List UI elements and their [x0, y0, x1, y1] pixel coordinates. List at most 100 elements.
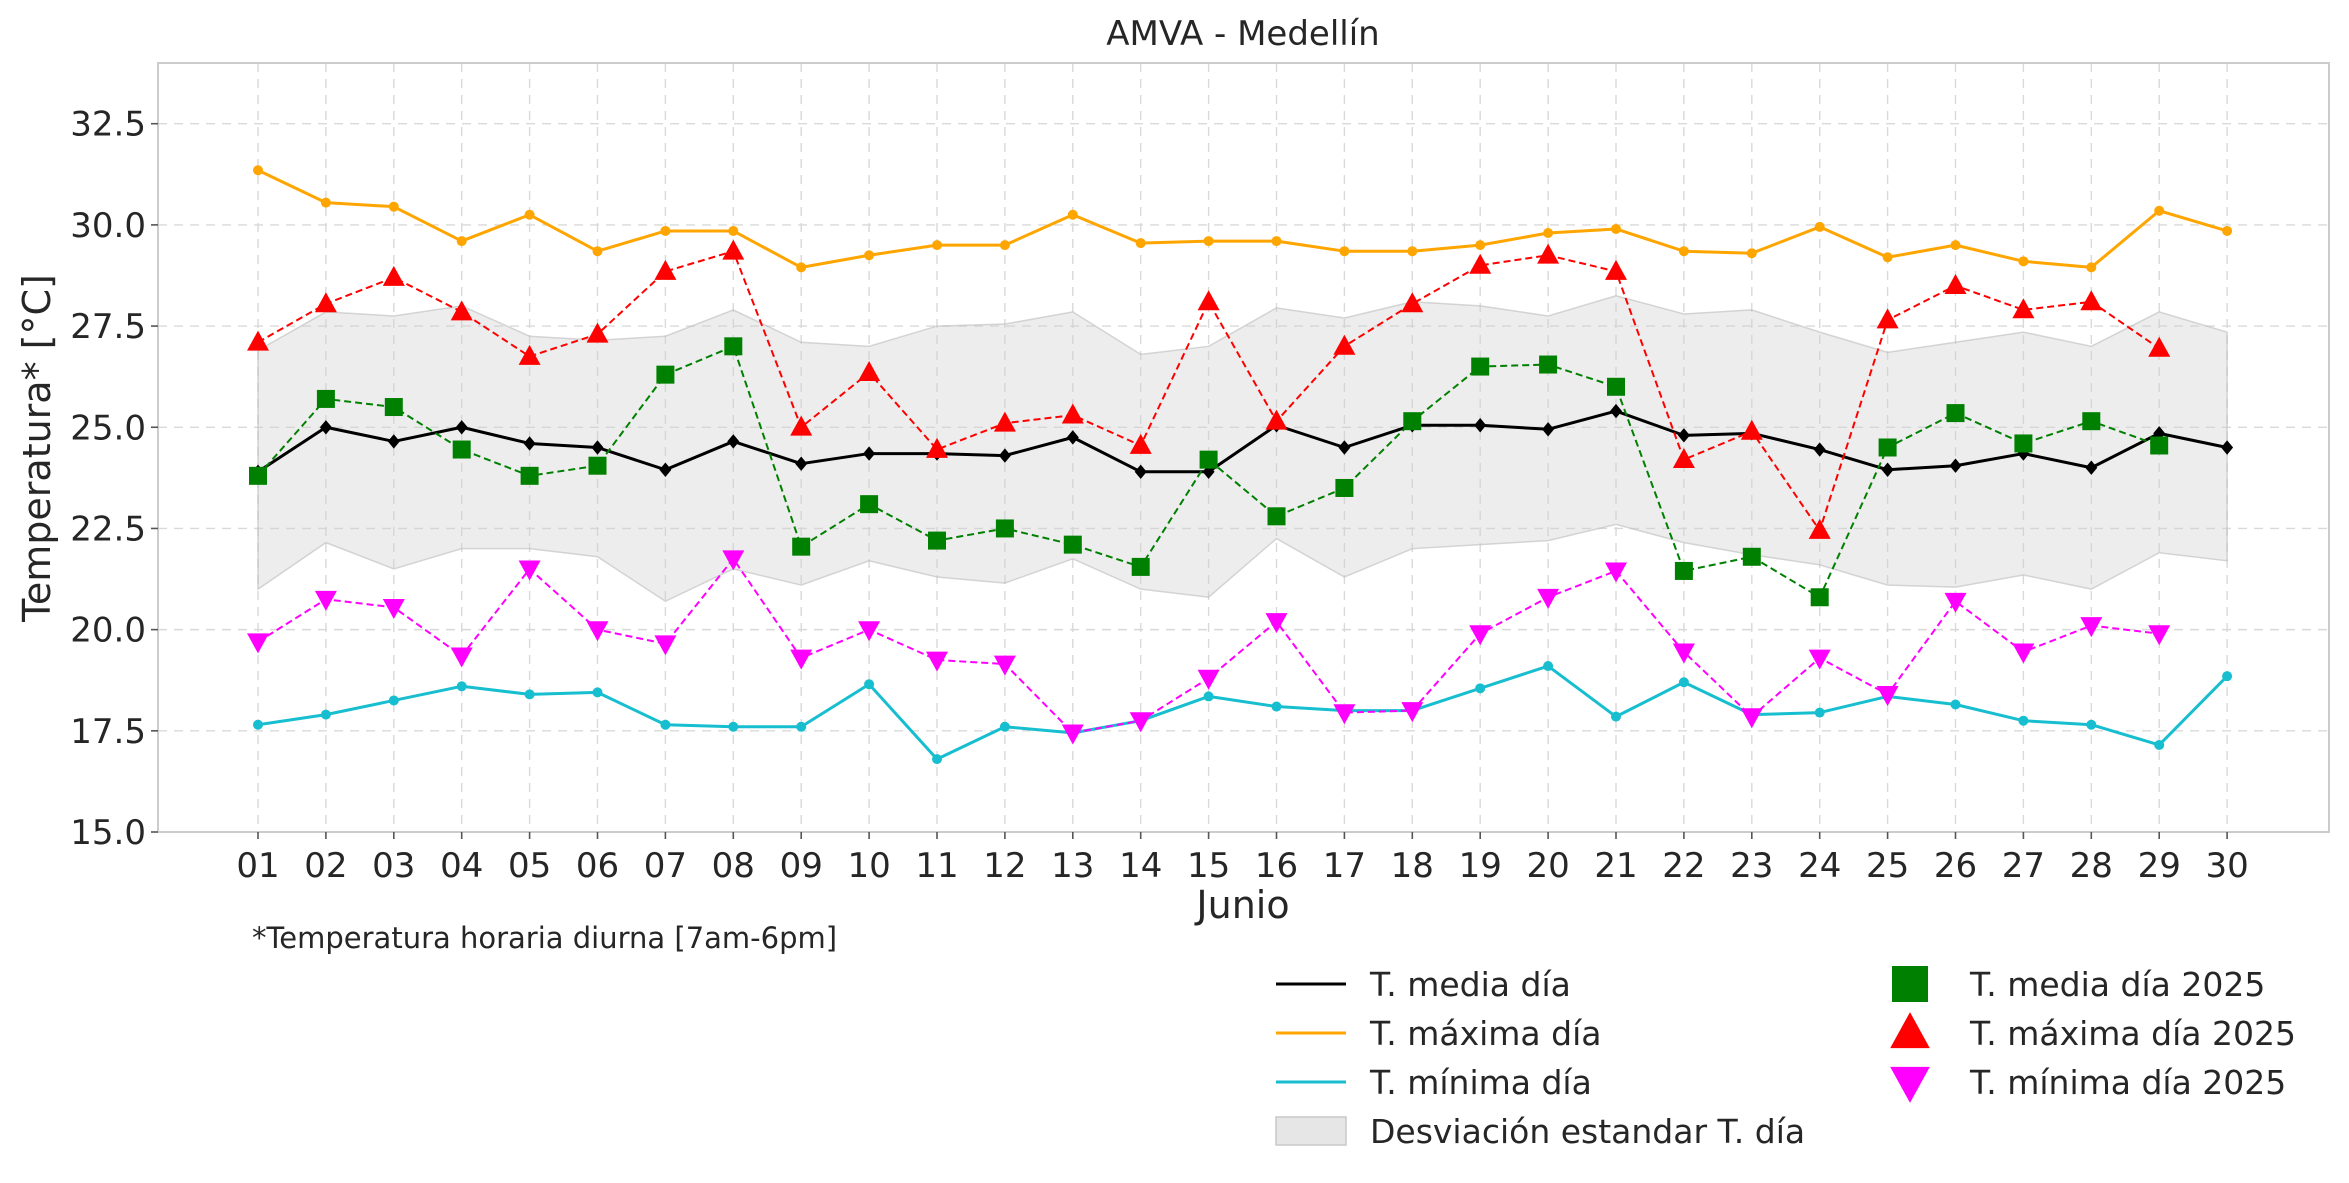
data-point — [450, 647, 473, 668]
data-point — [2148, 625, 2171, 646]
data-point — [1882, 252, 1893, 263]
legend-item: T. máxima día 2025 — [1890, 1012, 2296, 1053]
data-point — [450, 300, 473, 321]
data-point — [660, 719, 671, 730]
y-tick-label: 32.5 — [70, 105, 146, 145]
data-point — [1475, 683, 1486, 694]
data-point — [660, 225, 671, 236]
data-point — [1672, 643, 1695, 664]
data-point — [320, 709, 331, 720]
series-line — [257, 664, 2229, 761]
data-point — [1271, 236, 1282, 247]
data-point — [382, 598, 405, 619]
legend-label: T. mínima día — [1369, 1063, 1592, 1102]
series-t-maxima-dia-2025 — [247, 239, 2171, 539]
data-point — [1061, 403, 1084, 424]
x-tick-label: 03 — [372, 846, 415, 886]
data-point — [1469, 625, 1492, 646]
data-point — [1611, 223, 1621, 234]
data-point — [1134, 464, 1147, 479]
data-point — [2080, 617, 2103, 638]
data-point — [1543, 227, 1554, 238]
x-tick-label: 12 — [983, 846, 1026, 886]
data-point — [659, 462, 672, 477]
data-point — [1339, 246, 1350, 257]
data-point — [1471, 357, 1490, 376]
data-point — [1335, 478, 1354, 497]
data-point — [247, 330, 269, 351]
x-tick-label: 21 — [1594, 846, 1637, 886]
data-point — [1474, 418, 1487, 433]
x-tick-label: 04 — [440, 846, 483, 886]
data-point — [1878, 438, 1897, 457]
data-point — [1063, 535, 1082, 554]
series-t-maxima-dia — [253, 165, 2233, 273]
x-tick-label: 28 — [2070, 846, 2113, 886]
data-point — [1672, 448, 1695, 469]
data-point — [728, 721, 739, 732]
legend-item: Desviación estandar T. día — [1275, 1112, 1805, 1151]
data-point — [722, 550, 745, 571]
x-tick-label: 26 — [1934, 846, 1977, 886]
data-point — [1944, 592, 1967, 613]
x-tick-label: 15 — [1187, 846, 1230, 886]
data-point — [1267, 507, 1286, 526]
data-point — [1061, 724, 1084, 745]
data-point — [863, 446, 876, 461]
data-point — [1605, 259, 1627, 280]
data-point — [1403, 412, 1422, 431]
data-point — [1814, 221, 1825, 232]
chart-title: AMVA - Medellín — [1106, 14, 1379, 54]
data-point — [1542, 422, 1555, 437]
data-point — [1949, 458, 1962, 473]
data-point — [1881, 462, 1894, 477]
data-point — [2154, 205, 2165, 216]
data-point — [2154, 739, 2165, 750]
data-point — [388, 695, 399, 706]
y-axis-label: Temperatura* [°C] — [15, 274, 59, 623]
chart-note: *Temperatura horaria diurna [7am-6pm] — [252, 921, 837, 955]
legend-item: T. media día 2025 — [1892, 965, 2265, 1004]
x-tick-label: 19 — [1459, 846, 1502, 886]
data-point — [1740, 708, 1763, 729]
x-tick-label: 27 — [2002, 846, 2045, 886]
legend-label: T. mínima día 2025 — [1969, 1063, 2286, 1102]
data-point — [1401, 292, 1424, 313]
x-tick-label: 06 — [576, 846, 619, 886]
data-point — [1810, 588, 1829, 607]
data-point — [932, 754, 942, 765]
data-point — [1946, 404, 1965, 423]
data-point — [1265, 613, 1288, 634]
data-point — [586, 322, 609, 343]
data-point — [388, 201, 399, 212]
data-point — [2150, 436, 2169, 455]
x-tick-label: 18 — [1391, 846, 1434, 886]
legend-item: T. mínima día — [1276, 1063, 1592, 1102]
data-point — [1199, 450, 1218, 469]
data-point — [1674, 561, 1693, 580]
data-point — [724, 337, 743, 356]
legend-swatch — [1275, 1116, 1347, 1146]
data-point — [858, 621, 881, 642]
data-point — [926, 437, 948, 458]
y-tick-label: 15.0 — [70, 813, 146, 853]
data-point — [253, 165, 263, 176]
data-point — [796, 721, 807, 732]
data-point — [247, 633, 269, 654]
data-point — [384, 398, 403, 417]
data-point — [722, 239, 745, 260]
data-point — [728, 225, 739, 236]
data-point — [2018, 256, 2029, 267]
data-point — [2012, 643, 2035, 664]
x-tick-label: 07 — [644, 846, 687, 886]
data-point — [1814, 707, 1825, 718]
data-point — [864, 250, 875, 261]
data-point — [1944, 274, 1967, 295]
data-point — [588, 456, 607, 475]
data-point — [1271, 701, 1282, 712]
x-tick-label: 10 — [847, 846, 890, 886]
data-point — [796, 262, 807, 273]
x-tick-label: 14 — [1119, 846, 1162, 886]
legend-item: T. mínima día 2025 — [1890, 1063, 2286, 1103]
